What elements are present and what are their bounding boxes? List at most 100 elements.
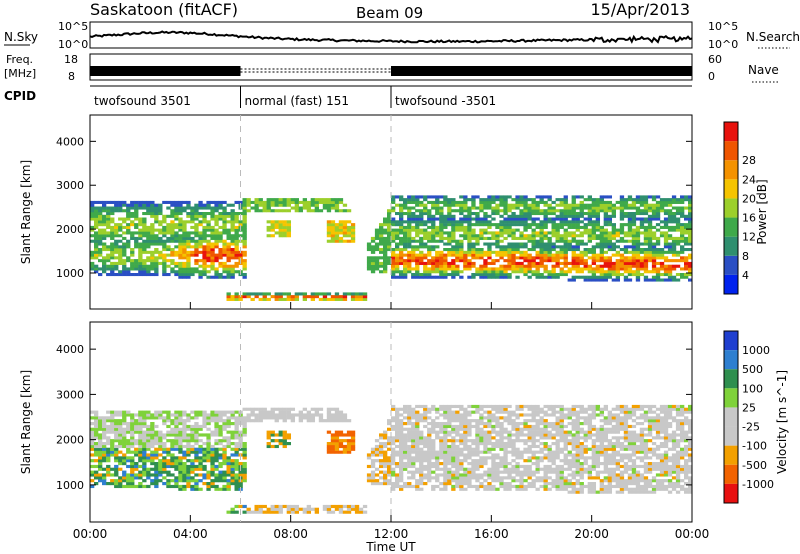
power-cell [134,261,139,265]
power-cell [94,236,99,240]
power-cell [567,209,572,213]
power-cell [491,195,496,199]
power-cell [415,239,420,243]
velocity-cell [391,407,396,411]
power-cell [379,248,384,252]
power-cell [559,209,564,213]
velocity-cell [218,442,223,446]
power-cell [238,256,243,260]
power-cell [431,225,436,229]
velocity-cell [419,467,424,471]
power-cell [94,231,99,235]
velocity-cell [555,433,560,437]
power-cell [166,248,171,252]
velocity-cell [154,442,159,446]
velocity-cell [206,453,211,457]
power-cell [579,275,584,279]
power-cell [599,228,605,232]
velocity-cell [483,447,488,451]
power-cell [174,217,179,221]
power-cell [684,231,689,235]
power-cell [519,220,524,224]
power-cell [519,212,524,216]
power-cell [334,228,340,232]
power-cell [242,220,247,224]
power-cell [575,234,580,238]
power-cell [383,223,388,227]
velocity-cell [114,447,119,451]
power-cell [684,195,689,199]
velocity-cell [274,433,279,437]
power-cell [491,236,496,240]
power-cell [675,209,681,213]
power-cell [102,214,107,218]
velocity-cell [218,416,223,420]
power-cell [527,267,532,271]
power-cell [94,245,99,249]
power-cell [555,253,560,257]
power-cell [639,198,645,202]
power-cell [342,239,348,243]
velocity-cell [374,450,380,454]
velocity-cell [515,433,520,437]
velocity-cell [491,467,496,471]
power-cell [571,248,576,252]
power-cell [338,198,344,202]
power-cell [539,212,544,216]
power-cell [539,261,544,265]
power-cell [543,203,548,207]
power-cell [158,223,163,227]
power-cell [591,245,597,249]
velocity-cell [106,447,111,451]
power-cell [583,275,588,279]
power-cell [435,275,440,279]
power-cell [471,275,476,279]
power-cell [443,261,448,265]
power-cell [194,259,199,263]
power-cell [595,264,601,268]
power-cell [419,256,424,260]
velocity-cell [555,419,560,423]
power-cell [435,217,440,221]
velocity-cell [523,470,528,474]
velocity-cell [555,467,560,471]
power-cell [326,209,332,213]
velocity-cell [467,424,472,429]
velocity-cell [122,410,127,414]
velocity-cell [330,510,336,514]
velocity-cell [114,413,119,417]
power-cell [391,275,396,279]
velocity-cell [455,447,460,451]
power-cell [483,250,488,254]
power-cell [391,273,396,277]
power-cell [447,214,452,218]
power-cell [611,278,617,282]
velocity-cell [106,473,111,477]
power-cell [138,245,143,249]
power-cell [675,200,681,204]
velocity-cell [407,482,412,486]
power-cell [527,214,532,218]
velocity-cell [475,476,480,480]
velocity-cell [555,439,560,443]
power-cell [338,223,344,227]
power-cell [463,264,468,268]
power-cell [495,273,500,277]
power-cell [399,242,404,246]
power-cell [639,209,645,213]
power-cell [487,206,492,210]
power-cell [290,198,296,202]
power-cell [262,295,267,299]
velocity-cell [138,413,143,417]
power-cell [130,231,135,235]
velocity-cell [499,462,504,466]
velocity-cell [210,470,215,474]
power-cell [583,250,588,254]
power-cell [246,209,251,213]
power-cell [282,228,287,232]
velocity-cell [439,407,444,411]
power-cell [350,234,356,238]
power-cell [419,250,424,254]
power-cell [395,203,400,207]
velocity-cell [551,413,556,417]
